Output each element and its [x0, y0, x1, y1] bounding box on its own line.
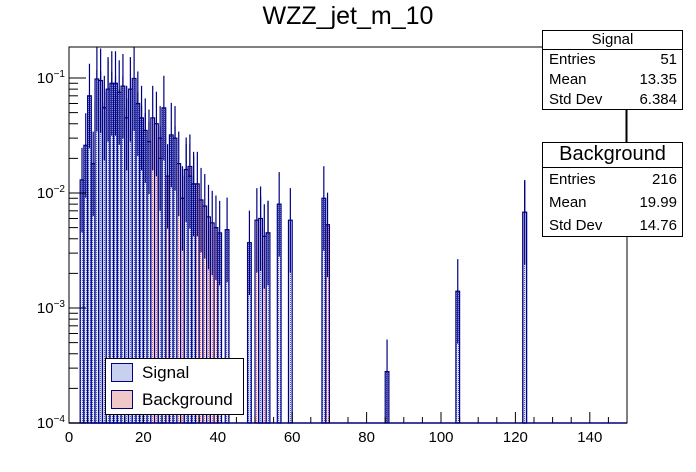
- stats-row-mean: Mean 19.99: [543, 191, 682, 214]
- stats-value: 14.76: [639, 217, 677, 234]
- stats-value: 19.99: [639, 194, 677, 211]
- x-tick-label: 140: [577, 429, 602, 446]
- stats-row-stddev: Std Dev 14.76: [543, 214, 682, 237]
- stats-row-entries: Entries 51: [543, 50, 682, 70]
- stats-label: Std Dev: [549, 217, 603, 234]
- legend-label: Background: [142, 389, 233, 409]
- signal-stats-box: Signal Entries 51 Mean 13.35 Std Dev 6.384: [542, 30, 683, 110]
- y-tick-label: 10−1: [37, 69, 66, 87]
- stats-value: 216: [651, 171, 677, 188]
- x-tick-label: 100: [428, 429, 453, 446]
- y-tick-label: 10−4: [37, 414, 66, 432]
- background-swatch: [111, 390, 133, 409]
- y-tick-label: 10−3: [37, 299, 66, 317]
- x-tick-label: 0: [65, 429, 73, 446]
- signal-swatch: [111, 363, 133, 382]
- legend-entry-background: Background: [106, 386, 243, 413]
- x-tick-label: 120: [503, 429, 528, 446]
- stats-label: Mean: [549, 194, 587, 211]
- stats-label: Entries: [549, 171, 596, 188]
- stats-label: Entries: [549, 51, 596, 68]
- stats-row-entries: Entries 216: [543, 168, 682, 191]
- stats-label: Std Dev: [549, 91, 603, 108]
- stats-row-stddev: Std Dev 6.384: [543, 90, 682, 110]
- background-stats-title: Background: [543, 143, 682, 168]
- x-tick-label: 40: [209, 429, 226, 446]
- legend-entry-signal: Signal: [106, 359, 243, 386]
- chart-title: WZZ_jet_m_10: [263, 2, 434, 30]
- stats-row-mean: Mean 13.35: [543, 70, 682, 90]
- stats-value: 6.384: [639, 91, 677, 108]
- y-axis: 10−1 10−2 10−3 10−4: [37, 69, 86, 432]
- legend-label: Signal: [142, 362, 190, 382]
- x-tick-label: 80: [358, 429, 375, 446]
- x-tick-label: 60: [284, 429, 301, 446]
- background-stats-box: Background Entries 216 Mean 19.99 Std Dev 1…: [542, 142, 683, 237]
- x-tick-label: 20: [135, 429, 152, 446]
- y-tick-label: 10−2: [37, 184, 66, 202]
- signal-stats-title: Signal: [543, 31, 682, 50]
- stats-value: 13.35: [639, 71, 677, 88]
- stats-value: 51: [660, 51, 677, 68]
- stats-label: Mean: [549, 71, 587, 88]
- legend: Signal Background: [105, 358, 244, 415]
- x-axis: 0 20 40 60 80 100 120 140: [65, 412, 628, 446]
